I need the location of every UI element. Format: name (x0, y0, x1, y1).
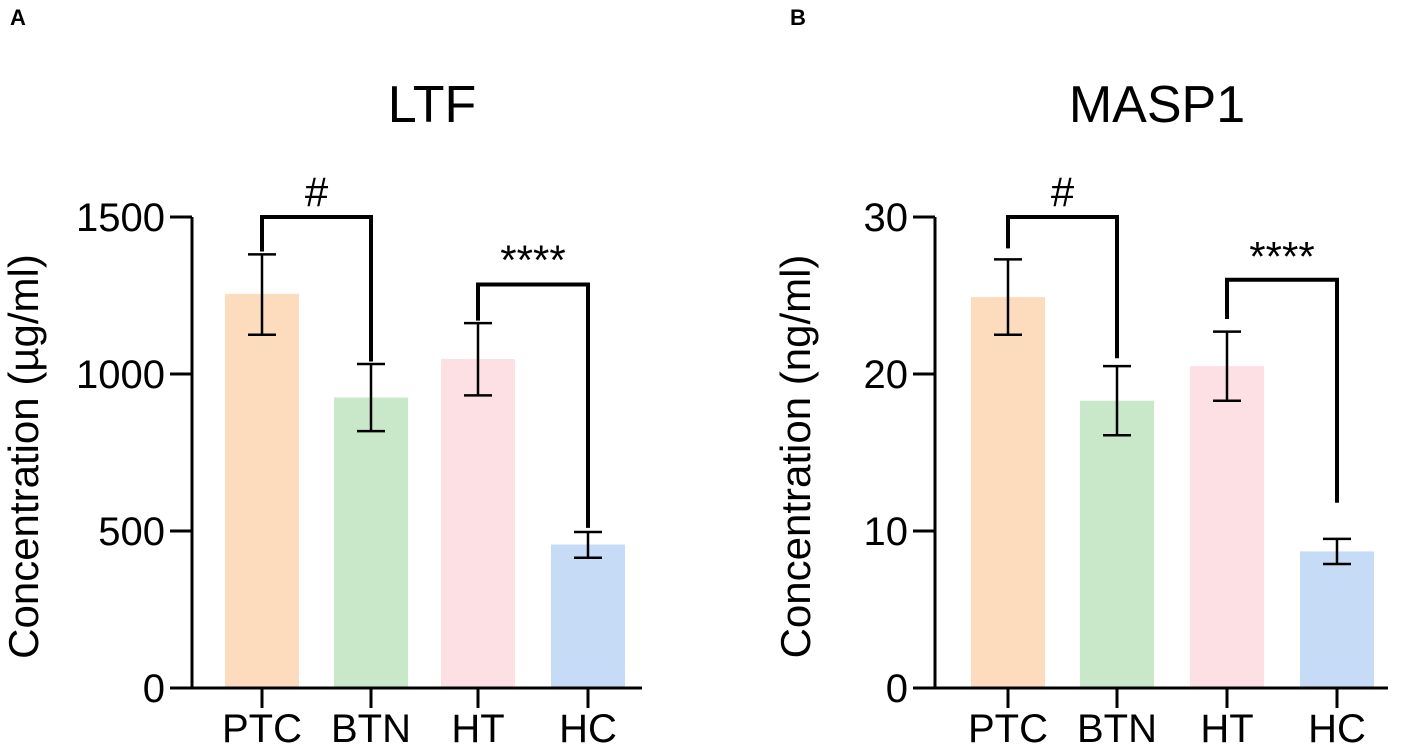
error-bar-hc (1323, 537, 1351, 566)
bar-hc (1300, 551, 1374, 688)
y-tick-label: 0 (886, 667, 908, 711)
significance-bracket (1006, 215, 1119, 359)
bar-btn (1080, 400, 1154, 688)
y-tick-label: 30 (864, 196, 909, 240)
x-tick-label-btn: BTN (1077, 707, 1157, 749)
significance-bracket (260, 215, 373, 362)
y-tick-label: 1000 (76, 353, 165, 397)
error-bar-ht (1213, 330, 1241, 402)
x-tick-label-ht: HT (1200, 707, 1253, 749)
error-bar-ht (464, 321, 492, 397)
significance-label: **** (500, 236, 565, 283)
x-tick-label-ht: HT (451, 707, 504, 749)
y-tick-label: 20 (864, 353, 909, 397)
y-axis-label: Concentration (µg/ml) (0, 254, 47, 659)
x-tick-label-hc: HC (559, 707, 617, 749)
chart-title: LTF (388, 76, 477, 134)
y-axis-label: Concentration (ng/ml) (772, 255, 819, 659)
y-tick-label: 500 (98, 510, 165, 554)
x-tick-label-btn: BTN (331, 707, 411, 749)
bar-ptc (971, 297, 1045, 688)
panel-letter-b: B (790, 5, 806, 30)
x-tick-label-ptc: PTC (222, 707, 302, 749)
bar-hc (551, 544, 625, 688)
error-bar-btn (1103, 364, 1131, 437)
x-tick-label-ptc: PTC (968, 707, 1048, 749)
significance-bracket (476, 282, 590, 528)
significance-bracket (1225, 277, 1339, 503)
chart-panel-a: LTF Concentration (µg/ml) 0 500 1000 1500 PTC B… (0, 76, 642, 749)
significance-label: # (305, 169, 329, 216)
bar-ht (1190, 366, 1264, 688)
chart-panel-b: MASP1 Concentration (ng/ml) 0 10 20 30 PTC BTN H… (772, 76, 1388, 749)
error-bar-ptc (994, 258, 1022, 336)
error-bar-hc (574, 530, 602, 559)
significance-label: **** (1249, 233, 1314, 280)
error-bar-btn (357, 362, 385, 433)
x-tick-label-hc: HC (1308, 707, 1366, 749)
y-tick-label: 0 (143, 667, 165, 711)
y-tick-label: 10 (864, 510, 909, 554)
y-tick-label: 1500 (76, 196, 165, 240)
chart-title: MASP1 (1069, 76, 1245, 134)
error-bar-ptc (248, 253, 276, 336)
significance-label: # (1051, 169, 1075, 216)
bar-btn (334, 397, 408, 688)
panel-letter-a: A (10, 5, 26, 30)
bar-ptc (225, 293, 299, 688)
bar-ht (441, 358, 515, 688)
